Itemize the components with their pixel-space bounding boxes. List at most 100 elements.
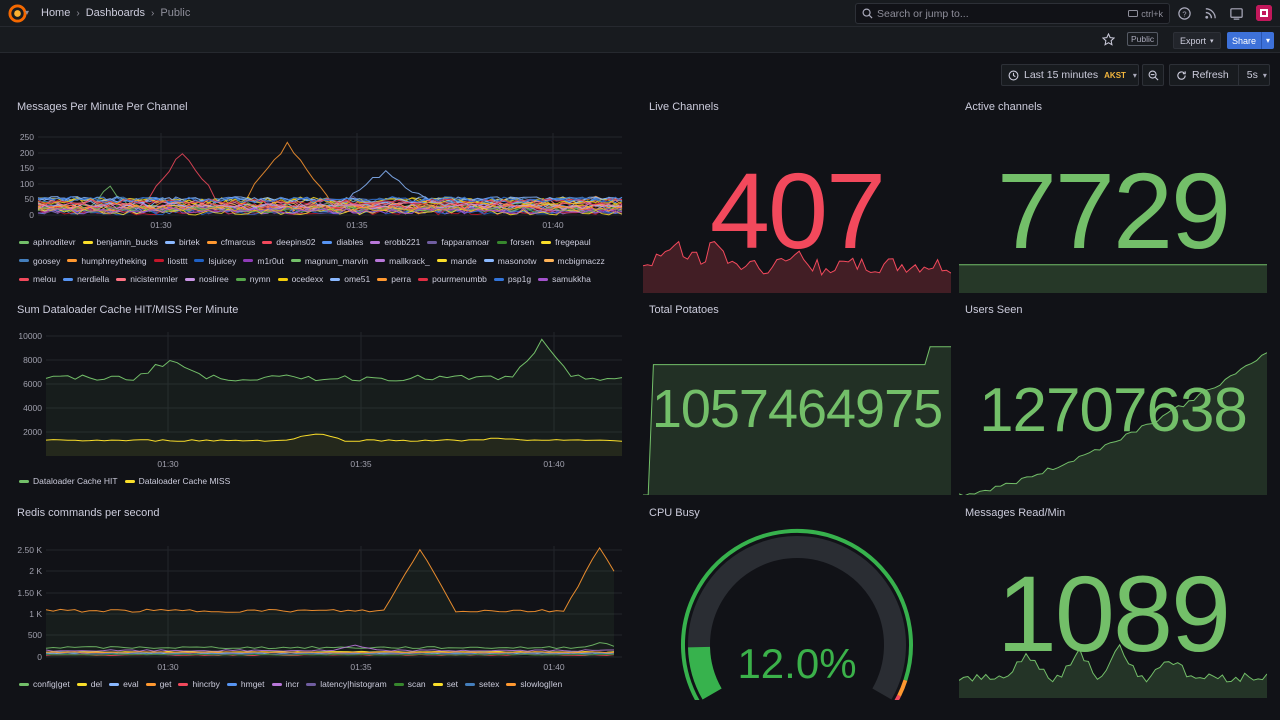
legend-item[interactable]: incr — [271, 678, 299, 690]
panel-title-total-potatoes[interactable]: Total Potatoes — [649, 304, 719, 316]
share-menu-button[interactable]: ▾ — [1261, 32, 1274, 49]
legend-item[interactable]: cfmarcus — [206, 236, 255, 248]
legend-item[interactable]: aphroditevr — [19, 236, 76, 248]
breadcrumb-dashboards[interactable]: Dashboards — [85, 7, 146, 19]
legend-item[interactable]: eval — [109, 678, 139, 690]
legend-swatch — [493, 277, 504, 281]
legend-label: humphreytheking — [81, 255, 147, 266]
panel-title-active-channels[interactable]: Active channels — [965, 101, 1043, 113]
legend-item[interactable]: melou — [19, 273, 56, 285]
legend-item[interactable]: scan — [393, 678, 426, 690]
panel-title-users-seen[interactable]: Users Seen — [965, 304, 1023, 316]
legend-item[interactable]: hmget — [226, 678, 265, 690]
legend-item[interactable]: config|get — [19, 678, 70, 690]
series-area — [46, 339, 622, 456]
legend-item[interactable]: Dataloader Cache MISS — [124, 475, 231, 487]
legend-item[interactable]: slowlog|len — [506, 678, 562, 690]
legend-item[interactable]: setex — [465, 678, 499, 690]
dock-icon[interactable] — [1229, 6, 1244, 21]
legend-item[interactable]: mcbigmaczz — [543, 255, 605, 267]
legend-item[interactable]: psp1g — [493, 273, 531, 285]
legend-item[interactable]: perra — [377, 273, 411, 285]
series-area — [46, 547, 614, 657]
legend-item[interactable]: liosttt — [153, 255, 187, 267]
legend-swatch — [506, 682, 517, 686]
legend-item[interactable]: fapparamoar — [427, 236, 490, 248]
legend-swatch — [306, 682, 317, 686]
export-button[interactable]: Export ▾ — [1173, 32, 1221, 49]
total-potatoes-sparkline — [643, 346, 951, 495]
panel-title-live-channels[interactable]: Live Channels — [649, 101, 719, 113]
chevron-down-icon: ▾ — [1265, 36, 1270, 45]
legend-item[interactable]: nicistemmler — [116, 273, 178, 285]
refresh-picker[interactable]: Refresh 5s ▾ — [1169, 64, 1270, 86]
share-button[interactable]: Share — [1227, 32, 1262, 49]
legend-label: mande — [450, 255, 477, 266]
legend-swatch — [206, 240, 217, 244]
legend-item[interactable]: benjamin_bucks — [82, 236, 158, 248]
legend-item[interactable]: samukkha — [538, 273, 591, 285]
breadcrumb-current: Public — [160, 7, 191, 19]
search-input[interactable]: Search or jump to... — [877, 7, 969, 20]
legend-label: pourmenumbb — [432, 274, 487, 285]
legend-item[interactable]: nymn — [235, 273, 271, 285]
legend-item[interactable]: mande — [436, 255, 477, 267]
legend-item[interactable]: masonotw — [483, 255, 537, 267]
legend-item[interactable]: magnum_marvin — [290, 255, 368, 267]
series-line — [37, 202, 623, 211]
help-icon[interactable]: ? — [1177, 6, 1192, 21]
panel-title-messages-read[interactable]: Messages Read/Min — [965, 507, 1066, 519]
gauge-threshold-red — [894, 694, 901, 700]
star-icon[interactable] — [1102, 33, 1115, 46]
search-bar[interactable]: Search or jump to... ctrl+k — [855, 3, 1170, 24]
legend-swatch — [262, 240, 273, 244]
legend-item[interactable]: latency|histogram — [306, 678, 387, 690]
legend-item[interactable]: get — [145, 678, 171, 690]
legend-item[interactable]: forsen — [496, 236, 535, 248]
legend-item[interactable]: mallkrack_ — [375, 255, 430, 267]
legend-item[interactable]: nosliree — [185, 273, 229, 285]
legend-swatch — [226, 682, 237, 686]
legend-label: nymn — [249, 274, 271, 285]
legend-label: slowlog|len — [520, 679, 563, 689]
legend-item[interactable]: set — [432, 678, 458, 690]
legend-item[interactable]: deepins02 — [262, 236, 315, 248]
avatar[interactable] — [1256, 5, 1272, 21]
grafana-logo-icon[interactable] — [8, 4, 27, 23]
keyboard-icon — [1128, 10, 1139, 17]
panel-title-dataloader[interactable]: Sum Dataloader Cache HIT/MISS Per Minute — [17, 304, 239, 316]
legend-item[interactable]: erobb221 — [370, 236, 420, 248]
legend-swatch — [76, 682, 87, 686]
legend-item[interactable]: birtek — [164, 236, 200, 248]
zoom-out-button[interactable] — [1142, 64, 1164, 86]
panel-title-redis[interactable]: Redis commands per second — [17, 507, 160, 519]
legend-swatch — [19, 479, 29, 483]
legend-item[interactable]: m1r0ut — [243, 255, 284, 267]
dataloader-chart[interactable]: 2000 4000 6000 8000 10000 01:30 01:35 01:40 — [0, 326, 630, 472]
legend-item[interactable]: Dataloader Cache HIT — [19, 475, 118, 487]
breadcrumb-home[interactable]: Home — [41, 7, 71, 19]
legend-item[interactable]: humphreytheking — [67, 255, 147, 267]
legend-item[interactable]: lsjuicey — [194, 255, 236, 267]
messages-chart[interactable]: 0 50 100 150 200 250 01:30 01:35 01:40 — [0, 125, 630, 235]
legend-label: Dataloader Cache MISS — [138, 476, 231, 486]
legend-swatch — [483, 259, 494, 263]
panel-title-messages[interactable]: Messages Per Minute Per Channel — [17, 101, 188, 113]
legend-item[interactable]: goosey — [19, 255, 60, 267]
legend-item[interactable]: ome51 — [330, 273, 370, 285]
legend-item[interactable]: nerdiella — [63, 273, 109, 285]
panel-title-cpu-busy[interactable]: CPU Busy — [649, 507, 700, 519]
legend-item[interactable]: fregepaul — [541, 236, 591, 248]
legend-item[interactable]: ocedexx — [277, 273, 323, 285]
legend-item[interactable]: diables — [322, 236, 363, 248]
time-range-picker[interactable]: Last 15 minutes AKST ▾ — [1001, 64, 1139, 86]
legend-item[interactable]: pourmenumbb — [418, 273, 487, 285]
redis-chart[interactable]: 0 500 1 K 1.50 K 2 K 2.50 K 01:30 01:35 01:40 — [0, 535, 630, 677]
active-channels-value: 7729 — [996, 150, 1231, 271]
legend-item[interactable]: hincrby — [178, 678, 220, 690]
legend-item[interactable]: del — [76, 678, 102, 690]
legend-label: forsen — [510, 237, 535, 247]
chevron-down-icon[interactable]: ▾ — [25, 8, 30, 17]
legend-label: fapparamoar — [441, 237, 490, 247]
rss-icon[interactable] — [1203, 6, 1218, 21]
